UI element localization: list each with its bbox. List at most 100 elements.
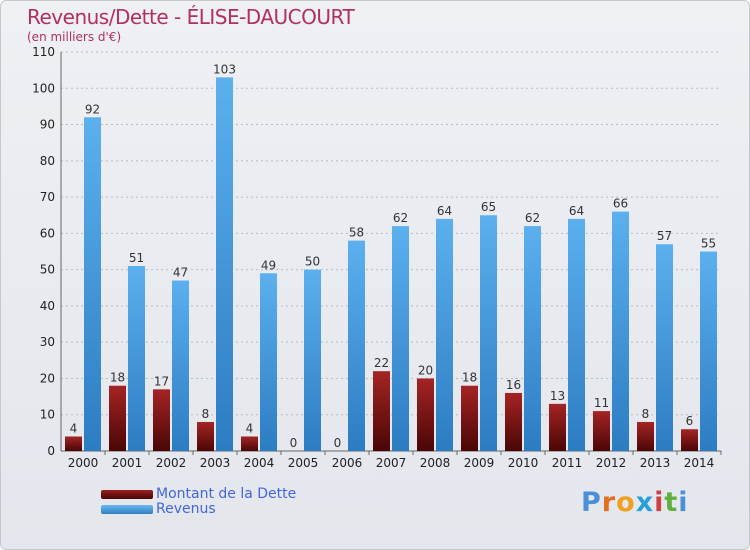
bar-dette <box>681 429 698 451</box>
bar-revenus <box>612 211 629 451</box>
logo-letter: i <box>678 487 689 518</box>
y-tick-label: 110 <box>32 45 55 59</box>
bar-dette <box>373 371 390 451</box>
x-tick-label: 2010 <box>508 456 539 470</box>
legend-swatch-dette <box>101 490 153 499</box>
data-label-revenus: 57 <box>657 229 672 243</box>
y-tick-label: 100 <box>32 81 55 95</box>
x-tick-label: 2000 <box>68 456 99 470</box>
data-label-revenus: 50 <box>305 255 320 269</box>
y-tick-label: 60 <box>40 226 55 240</box>
bar-revenus <box>304 269 321 451</box>
data-label-dette: 22 <box>374 356 389 370</box>
data-label-revenus: 58 <box>349 226 364 240</box>
logo-letter: o <box>616 487 636 518</box>
x-tick-label: 2002 <box>156 456 187 470</box>
x-tick-label: 2013 <box>640 456 671 470</box>
data-label-revenus: 47 <box>173 266 188 280</box>
data-label-dette: 13 <box>550 389 565 403</box>
data-label-dette: 18 <box>110 371 125 385</box>
data-label-dette: 0 <box>290 436 298 450</box>
data-label-dette: 0 <box>334 436 342 450</box>
x-tick-label: 2003 <box>200 456 231 470</box>
x-tick-label: 2006 <box>332 456 363 470</box>
bar-revenus <box>480 215 497 451</box>
bar-revenus <box>216 77 233 452</box>
y-tick-label: 50 <box>40 263 55 277</box>
x-tick-label: 2001 <box>112 456 143 470</box>
bar-dette <box>461 385 478 451</box>
bar-revenus <box>348 240 365 451</box>
proxiti-logo: Proxiti <box>581 487 689 518</box>
bar-dette <box>153 389 170 451</box>
data-label-dette: 17 <box>154 374 169 388</box>
bar-dette <box>109 385 126 451</box>
bar-revenus <box>128 266 145 451</box>
bar-revenus <box>700 251 717 451</box>
logo-letter: P <box>581 487 602 518</box>
y-tick-label: 90 <box>40 118 55 132</box>
data-label-revenus: 66 <box>613 197 628 211</box>
bar-dette <box>637 421 654 451</box>
logo-letter: r <box>601 487 617 518</box>
bar-revenus <box>392 226 409 451</box>
x-tick-label: 2011 <box>552 456 583 470</box>
y-tick-label: 30 <box>40 335 55 349</box>
logo-letter: x <box>635 487 655 518</box>
x-tick-label: 2012 <box>596 456 627 470</box>
data-label-revenus: 62 <box>393 211 408 225</box>
data-label-revenus: 55 <box>701 237 716 251</box>
data-label-dette: 11 <box>594 396 609 410</box>
data-label-revenus: 51 <box>129 251 144 265</box>
y-tick-label: 40 <box>40 299 55 313</box>
legend-label-dette: Montant de la Dette <box>156 486 297 502</box>
bar-dette <box>197 421 214 451</box>
y-tick-label: 20 <box>40 371 55 385</box>
bar-revenus <box>436 218 453 451</box>
data-label-dette: 4 <box>246 421 254 435</box>
y-tick-label: 80 <box>40 154 55 168</box>
bar-revenus <box>524 226 541 451</box>
data-label-revenus: 64 <box>569 204 584 218</box>
data-label-revenus: 49 <box>261 258 276 272</box>
data-label-dette: 20 <box>418 363 433 377</box>
data-label-dette: 4 <box>70 421 78 435</box>
bar-revenus <box>568 218 585 451</box>
data-label-dette: 8 <box>202 407 210 421</box>
data-label-dette: 8 <box>642 407 650 421</box>
data-label-revenus: 65 <box>481 200 496 214</box>
data-label-revenus: 62 <box>525 211 540 225</box>
x-tick-label: 2007 <box>376 456 407 470</box>
bar-dette <box>241 436 258 451</box>
bar-dette <box>417 378 434 451</box>
x-tick-label: 2009 <box>464 456 495 470</box>
logo-letter: t <box>664 487 679 518</box>
x-tick-label: 2004 <box>244 456 275 470</box>
bar-dette <box>593 411 610 451</box>
legend-swatch-revenus <box>101 505 153 514</box>
data-label-dette: 16 <box>506 378 521 392</box>
data-label-revenus: 92 <box>85 102 100 116</box>
data-label-revenus: 103 <box>213 62 236 76</box>
x-tick-label: 2008 <box>420 456 451 470</box>
bar-revenus <box>656 244 673 451</box>
data-label-dette: 6 <box>686 414 694 428</box>
y-tick-label: 0 <box>47 444 55 458</box>
bar-revenus <box>172 280 189 451</box>
legend-label-revenus: Revenus <box>156 501 216 517</box>
x-tick-label: 2014 <box>684 456 715 470</box>
y-tick-label: 10 <box>40 408 55 422</box>
bar-dette <box>65 436 82 451</box>
bar-dette <box>549 403 566 451</box>
y-tick-label: 70 <box>40 190 55 204</box>
chart-subtitle: (en milliers d'€) <box>27 30 122 44</box>
chart-title: Revenus/Dette - ÉLISE-DAUCOURT <box>27 5 355 29</box>
bar-revenus <box>84 117 101 452</box>
data-label-dette: 18 <box>462 371 477 385</box>
bar-revenus <box>260 273 277 451</box>
logo-letter: i <box>654 487 665 518</box>
bar-dette <box>505 392 522 451</box>
data-label-revenus: 64 <box>437 204 452 218</box>
